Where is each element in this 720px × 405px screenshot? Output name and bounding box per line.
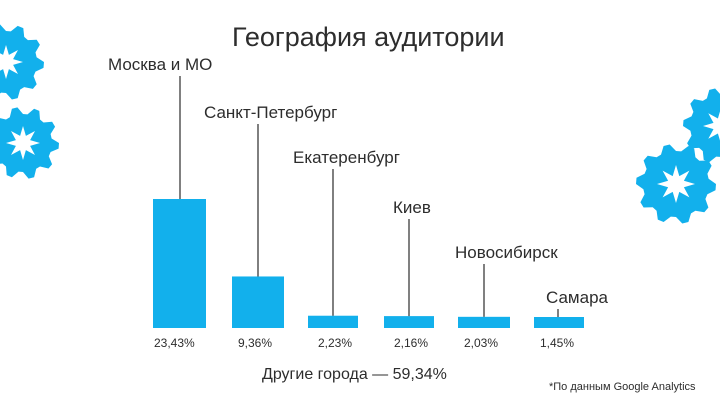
category-label: Санкт-Петербург	[204, 103, 337, 122]
category-label: Киев	[393, 198, 431, 217]
value-label: 1,45%	[540, 336, 574, 350]
value-label: 23,43%	[154, 336, 195, 350]
gear-icon	[0, 24, 44, 100]
chart-title: География аудитории	[232, 22, 505, 52]
category-label: Новосибирск	[455, 243, 558, 262]
bar	[458, 316, 510, 328]
bar	[232, 276, 284, 328]
value-label: 2,03%	[464, 336, 498, 350]
chart-marks: Москва и МО 23,43% Санкт-Петербург 9,36% Ека…	[108, 55, 609, 350]
value-label: 2,16%	[394, 336, 428, 350]
gear-icon	[0, 107, 59, 179]
gear-icon	[636, 144, 716, 224]
value-label: 9,36%	[238, 336, 272, 350]
bar	[308, 315, 358, 328]
bar	[384, 316, 434, 328]
category-label: Самара	[546, 288, 609, 307]
gear-icon	[683, 88, 720, 163]
bar	[153, 199, 206, 328]
bar	[534, 317, 584, 328]
source-note: *По данным Google Analytics	[549, 381, 696, 393]
other-cities-note: Другие города — 59,34%	[262, 366, 447, 383]
category-label: Москва и МО	[108, 55, 212, 74]
category-label: Екатеренбург	[293, 148, 400, 167]
value-label: 2,23%	[318, 336, 352, 350]
decorative-gears	[0, 24, 720, 224]
